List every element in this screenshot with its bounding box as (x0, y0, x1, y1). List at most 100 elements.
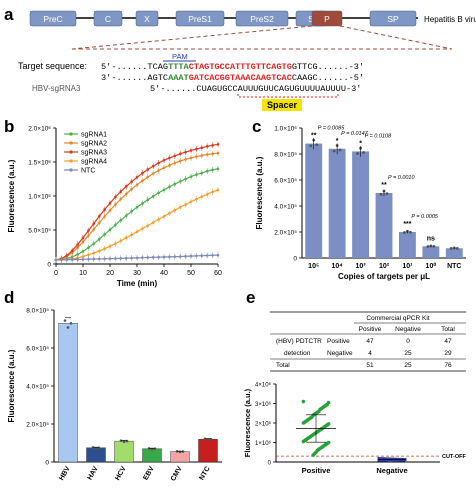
x-tick-label: CMV (170, 465, 184, 482)
x-tick-label: 10 (79, 270, 87, 277)
bar (86, 447, 106, 463)
x-tick-label: NTC (447, 263, 461, 270)
data-point (76, 258, 79, 261)
p-value-label: P = 0.0108 (365, 133, 392, 139)
data-point (103, 215, 106, 218)
positive-point (301, 421, 306, 425)
data-point (81, 250, 85, 253)
data-point (200, 146, 204, 150)
data-point (87, 229, 90, 232)
replicate-point (403, 231, 406, 234)
significance-stars: ns (427, 235, 435, 242)
data-point (97, 215, 101, 218)
data-point (157, 191, 160, 195)
y-axis-title: Fluorescence (a.u.) (7, 159, 16, 232)
bar (375, 193, 393, 258)
replicate-point (426, 245, 430, 248)
data-point (200, 171, 204, 175)
y-tick-label: 8.0×10⁵ (274, 152, 297, 159)
replicate-point (379, 192, 383, 196)
sgrna-label: HBV-sgRNA3 (32, 84, 81, 93)
data-point (87, 257, 90, 261)
panel-c: c 0 2.0×10⁵ 4.0×10⁵ 6.0×10⁵ 8.0×10⁵ 1.0×10⁶ 10… (252, 117, 466, 281)
scatter-chart-clinical: 0 1×10⁶ 2×10⁶ 3×10⁶ 4×10⁶ CUT-OFF Positive Nega… (243, 382, 466, 476)
data-point (178, 255, 182, 258)
data-point (200, 254, 204, 258)
data-point (114, 257, 117, 260)
gene-label: PreS1 (188, 14, 212, 24)
data-point (195, 254, 198, 258)
positive-point (301, 439, 306, 444)
panel-b-label: b (4, 117, 14, 136)
y-tick-label: 1.0×10⁶ (274, 126, 297, 133)
data-point (200, 195, 204, 198)
y-tick-label: 6.0×10⁵ (274, 178, 297, 185)
data-point (173, 161, 177, 165)
bar-chart-specificity: 0 2.0×10⁵ 4.0×10⁵ 6.0×10⁵ 8.0×10⁵ HBV HAV HCV EB… (7, 308, 222, 482)
data-point (157, 218, 160, 221)
data-point (184, 255, 187, 258)
data-point (151, 172, 155, 175)
data-point (108, 257, 112, 260)
data-point (114, 223, 117, 227)
bar (422, 246, 440, 258)
data-point (162, 159, 166, 162)
gene-label: C (105, 14, 111, 24)
gene-label: X (144, 14, 150, 24)
data-point (108, 208, 112, 212)
replicate-point (122, 440, 126, 444)
y-tick-label: 0 (47, 262, 51, 269)
significance-stars: * (336, 138, 339, 145)
data-point (87, 253, 90, 257)
replicate-point (385, 192, 389, 196)
data-point (92, 257, 96, 261)
data-point (189, 200, 193, 204)
bar (398, 232, 416, 258)
panel-b: b 0 5.0×10⁵ 1.0×10⁶ 1.5×10⁶ 2.0×10⁶ 0 10 20 30 40… (4, 117, 222, 288)
data-point (119, 197, 123, 201)
x-tick-label: 0 (54, 270, 58, 277)
table-row-negative-label: Negative (327, 350, 353, 357)
data-point (173, 154, 177, 158)
x-tick-label: Negative (376, 466, 407, 475)
legend-label: NTC (81, 168, 95, 175)
data-point (124, 236, 128, 240)
data-point (162, 255, 166, 259)
data-point (130, 233, 133, 237)
significance-stars: *** (403, 221, 411, 228)
data-point (97, 249, 101, 253)
gene-box (29, 10, 77, 27)
x-tick-label: HAV (87, 465, 100, 481)
data-point (119, 239, 123, 243)
data-point (146, 175, 150, 179)
gene-box (93, 10, 123, 27)
sgrna-sequence: 5'-......CUAGUGCCAUUUGUUCAGUGUUUUAUUUU-3… (150, 84, 361, 94)
bar (142, 448, 162, 463)
panel-c-label: c (252, 117, 261, 136)
x-tick-label: 10³ (356, 263, 367, 270)
data-point (87, 234, 90, 238)
data-point (195, 197, 198, 201)
data-point (87, 246, 90, 249)
data-point (151, 195, 155, 198)
table-cell: 25 (404, 362, 412, 369)
data-point (60, 258, 63, 262)
data-point (195, 173, 198, 176)
table-subheader-total: Total (441, 326, 455, 333)
replicate-point (153, 447, 157, 451)
negative-point (382, 458, 386, 462)
replicate-point (66, 326, 70, 329)
replicate-point (332, 149, 336, 153)
data-point (189, 149, 193, 152)
data-point (205, 193, 209, 196)
legend-marker (69, 159, 73, 163)
x-tick-label: 10⁴ (332, 263, 344, 270)
data-point (108, 245, 112, 248)
table-cell: 76 (444, 362, 452, 369)
genome-map: PreC C X PreS1 PreS2 S P SP (29, 10, 417, 27)
legend-marker (69, 141, 73, 145)
data-point (103, 257, 106, 261)
p-value-label: P = 0.0085 (318, 126, 345, 132)
legend-label: sgRNA3 (81, 150, 107, 157)
data-point (162, 166, 166, 170)
